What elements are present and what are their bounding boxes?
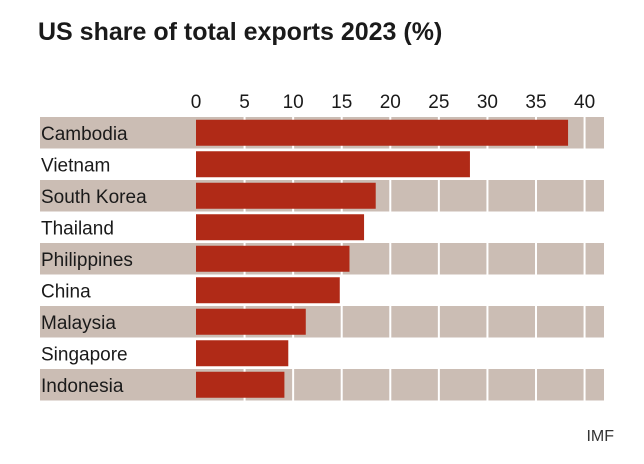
category-label: Malaysia [41, 313, 116, 334]
bar-philippines [196, 245, 350, 272]
x-tick-label: 40 [574, 92, 595, 113]
bar-indonesia [196, 371, 285, 398]
category-label: Philippines [41, 250, 133, 271]
x-tick-label: 20 [380, 92, 401, 113]
x-tick-label: 30 [477, 92, 498, 113]
x-axis-ticks: 0 5 10 15 20 25 30 35 40 [191, 92, 595, 113]
tick-header [40, 80, 604, 116]
category-label: South Korea [41, 187, 147, 208]
category-label: Thailand [41, 218, 114, 239]
x-tick-label: 25 [428, 92, 449, 113]
category-label: Cambodia [41, 124, 128, 145]
bars [196, 119, 569, 398]
bar-malaysia [196, 308, 306, 335]
row-band [40, 306, 604, 338]
bar-china [196, 277, 340, 304]
category-label: Vietnam [41, 155, 110, 176]
x-tick-label: 10 [283, 92, 304, 113]
category-label: China [41, 281, 91, 302]
category-labels: Cambodia Vietnam South Korea Thailand Philip… [41, 124, 147, 397]
chart-title: US share of total exports 2023 (%) [38, 18, 443, 46]
bar-thailand [196, 214, 365, 241]
row-band [40, 369, 604, 401]
x-tick-label: 35 [525, 92, 546, 113]
x-tick-label: 15 [331, 92, 352, 113]
source-label: IMF [586, 428, 614, 445]
category-label: Indonesia [41, 376, 124, 397]
bar-south-korea [196, 182, 376, 209]
bar-vietnam [196, 151, 470, 178]
x-tick-label: 5 [239, 92, 250, 113]
x-tick-label: 0 [191, 92, 202, 113]
bar-cambodia [196, 119, 569, 146]
category-label: Singapore [41, 344, 128, 365]
bar-singapore [196, 340, 289, 367]
